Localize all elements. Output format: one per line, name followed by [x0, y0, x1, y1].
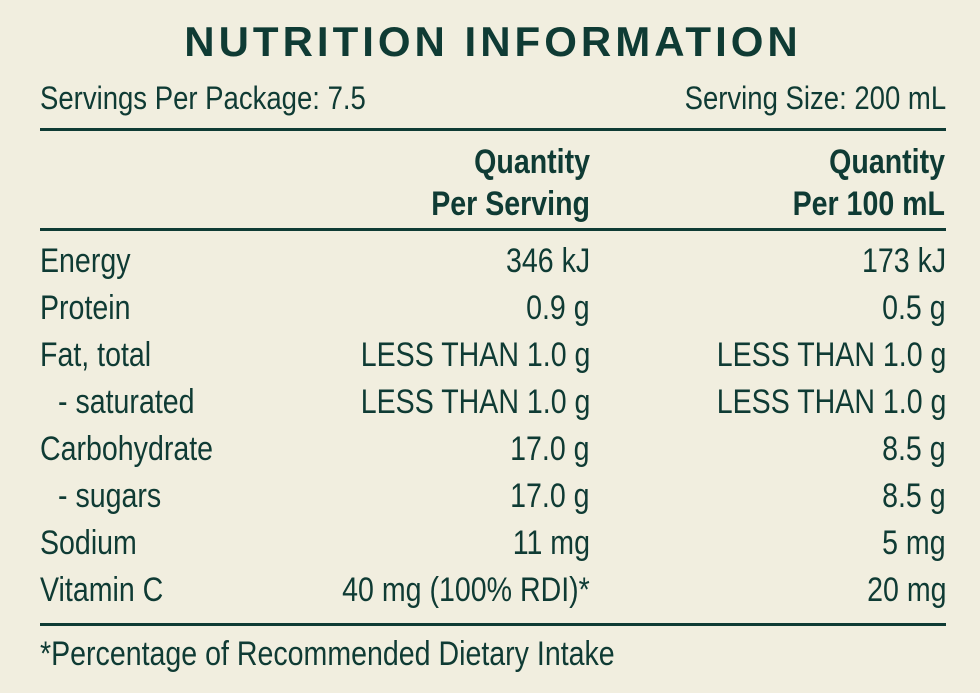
- nutrient-row-fat-total: Fat, total LESS THAN 1.0 g LESS THAN 1.0…: [40, 332, 946, 379]
- header-per-serving-line1: Quantity: [474, 143, 590, 181]
- per-serving-value: 17.0 g: [510, 430, 590, 468]
- per-serving-value: 346 kJ: [505, 242, 590, 280]
- header-rule: [40, 228, 946, 231]
- nutrient-label: - saturated: [58, 383, 195, 421]
- per-serving-value: 11 mg: [512, 524, 590, 562]
- top-rule: [40, 128, 946, 131]
- per-100ml-value: 8.5 g: [882, 477, 946, 515]
- per-100ml-value: 0.5 g: [882, 289, 946, 327]
- per-serving-value: LESS THAN 1.0 g: [360, 383, 590, 421]
- per-serving-value: 17.0 g: [510, 477, 590, 515]
- header-per-serving-line2: Per Serving: [431, 185, 590, 223]
- nutrient-row-sugars: - sugars 17.0 g 8.5 g: [40, 473, 946, 520]
- nutrient-label: - sugars: [58, 477, 162, 515]
- serving-size: Serving Size: 200 mL: [684, 80, 946, 116]
- bottom-rule: [40, 623, 946, 626]
- nutrient-row-saturated: - saturated LESS THAN 1.0 g LESS THAN 1.…: [40, 379, 946, 426]
- per-serving-value: LESS THAN 1.0 g: [360, 336, 590, 374]
- nutrient-label: Carbohydrate: [40, 430, 214, 468]
- nutrient-label: Sodium: [40, 524, 137, 562]
- nutrient-label: Protein: [40, 289, 131, 327]
- per-serving-value: 0.9 g: [526, 289, 590, 327]
- nutrition-panel: NUTRITION INFORMATION Servings Per Packa…: [40, 0, 946, 693]
- nutrient-row-energy: Energy 346 kJ 173 kJ: [40, 238, 946, 285]
- nutrient-label: Energy: [40, 242, 131, 280]
- per-serving-value: 40 mg (100% RDI)*: [342, 571, 590, 609]
- nutrient-row-sodium: Sodium 11 mg 5 mg: [40, 520, 946, 567]
- panel-title: NUTRITION INFORMATION: [184, 18, 802, 65]
- nutrient-label: Fat, total: [40, 336, 152, 374]
- per-100ml-value: 8.5 g: [882, 430, 946, 468]
- per-100ml-value: LESS THAN 1.0 g: [716, 336, 946, 374]
- per-100ml-value: LESS THAN 1.0 g: [716, 383, 946, 421]
- per-100ml-value: 20 mg: [866, 571, 946, 609]
- nutrient-row-protein: Protein 0.9 g 0.5 g: [40, 285, 946, 332]
- header-per-100ml-line2: Per 100 mL: [792, 185, 945, 223]
- footnote: *Percentage of Recommended Dietary Intak…: [40, 635, 615, 673]
- nutrient-row-carbohydrate: Carbohydrate 17.0 g 8.5 g: [40, 426, 946, 473]
- header-per-100ml: Quantity Per 100 mL: [693, 141, 945, 225]
- header-per-serving: Quantity Per Serving: [338, 141, 590, 225]
- per-100ml-value: 5 mg: [882, 524, 946, 562]
- servings-per-package: Servings Per Package: 7.5: [40, 80, 366, 116]
- nutrient-label: Vitamin C: [40, 571, 164, 609]
- nutrient-row-vitamin-c: Vitamin C 40 mg (100% RDI)* 20 mg: [40, 567, 946, 614]
- per-100ml-value: 173 kJ: [861, 242, 946, 280]
- header-per-100ml-line1: Quantity: [829, 143, 945, 181]
